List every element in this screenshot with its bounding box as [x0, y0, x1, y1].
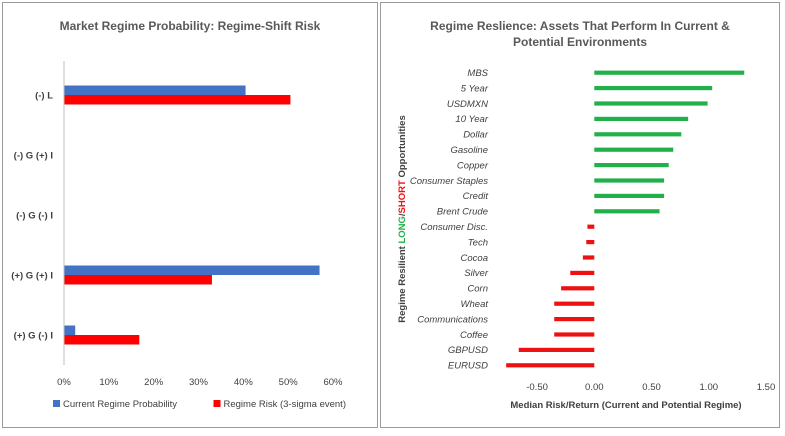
category-label-corn: Corn [467, 284, 488, 295]
bar-credit [594, 193, 665, 198]
x-tick-label: 20% [144, 377, 164, 388]
category-label-mbs: MBS [467, 68, 488, 79]
y-axis-title-part: Regime Resilient [397, 244, 408, 323]
bar-communications [554, 317, 595, 322]
category-label-credit: Credit [463, 191, 489, 202]
y-axis-title-part: SHORT [397, 180, 408, 213]
current-probability-bar-g-i [64, 265, 320, 275]
category-label-g-i: (+) G (+) I [11, 271, 53, 282]
category-label-g-i: (-) G (-) I [16, 211, 53, 222]
regime-probability-chart: Market Regime Probability: Regime-Shift … [11, 19, 346, 410]
bar-coffee [554, 332, 595, 337]
category-label-dollar: Dollar [463, 130, 489, 141]
chart-title-line: Regime Reslience: Assets That Perform In… [430, 19, 730, 33]
y-axis-title-part: LONG [397, 216, 408, 243]
right-chart-panel: Regime Reslience: Assets That Perform In… [380, 2, 780, 428]
legend-label-regime-risk-3-sigma-event: Regime Risk (3-sigma event) [224, 399, 346, 410]
bar-10-year [594, 116, 689, 121]
regime-risk-bar-l [64, 95, 291, 105]
regime-risk-bar-g-i [64, 335, 140, 345]
category-label-l: (-) L [35, 91, 53, 102]
x-tick-label: -0.50 [526, 382, 548, 393]
regime-resilience-chart: Regime Reslience: Assets That Perform In… [397, 19, 776, 411]
category-label-g-i: (-) G (+) I [14, 151, 53, 162]
bar-copper [594, 163, 669, 168]
category-label-gasoline: Gasoline [451, 145, 489, 156]
x-tick-label: 30% [189, 377, 209, 388]
x-axis-title: Median Risk/Return (Current and Potentia… [510, 400, 741, 411]
category-label-consumer-staples: Consumer Staples [410, 176, 488, 187]
category-label-wheat: Wheat [461, 299, 489, 310]
category-label-cocoa: Cocoa [461, 253, 488, 264]
current-probability-bar-g-i [64, 325, 76, 335]
left-chart-panel: Market Regime Probability: Regime-Shift … [2, 2, 378, 428]
bar-dollar [594, 132, 682, 137]
x-tick-label: 50% [279, 377, 299, 388]
bar-wheat [554, 301, 595, 306]
x-tick-label: 1.00 [700, 382, 719, 393]
bar-usdmxn [594, 101, 708, 106]
category-label-g-i: (+) G (-) I [14, 331, 53, 342]
x-tick-label: 10% [99, 377, 119, 388]
y-axis-title-part: / [397, 213, 408, 216]
category-label-silver: Silver [464, 268, 489, 279]
x-tick-label: 0.50 [642, 382, 661, 393]
legend-swatch-current-regime-probability [53, 400, 60, 407]
category-label-copper: Copper [457, 160, 489, 171]
x-tick-label: 0.00 [585, 382, 604, 393]
bar-consumer-disc [587, 224, 595, 229]
bar-gbpusd [518, 347, 595, 352]
y-axis-title: Regime Resilient LONG/SHORT Opportunitie… [397, 115, 408, 322]
bar-cocoa [582, 255, 595, 260]
current-probability-bar-l [64, 85, 246, 95]
x-tick-label: 1.50 [757, 382, 776, 393]
chart-title: Market Regime Probability: Regime-Shift … [60, 19, 321, 33]
bar-brent-crude [594, 209, 660, 214]
category-label-brent-crude: Brent Crude [437, 207, 488, 218]
chart-title-line: Potential Environments [513, 35, 647, 49]
x-tick-label: 40% [234, 377, 254, 388]
category-label-coffee: Coffee [460, 330, 488, 341]
bar-mbs [594, 70, 745, 75]
category-label-usdmxn: USDMXN [447, 99, 488, 110]
legend-swatch-regime-risk-3-sigma-event [213, 400, 221, 407]
category-label-eurusd: EURUSD [448, 361, 488, 372]
x-tick-label: 60% [323, 377, 343, 388]
category-label-consumer-disc: Consumer Disc. [420, 222, 488, 233]
category-label-gbpusd: GBPUSD [448, 345, 488, 356]
category-label-communications: Communications [417, 314, 488, 325]
category-label-10-year: 10 Year [455, 114, 488, 125]
bar-tech [586, 240, 595, 245]
bar-5-year [594, 86, 713, 91]
bar-corn [561, 286, 595, 291]
regime-risk-bar-g-i [64, 275, 212, 285]
bar-consumer-staples [594, 178, 665, 183]
legend-label-current-regime-probability: Current Regime Probability [63, 399, 177, 410]
x-tick-label: 0% [57, 377, 71, 388]
y-axis-title-part: Opportunities [397, 115, 408, 180]
category-label-5-year: 5 Year [461, 83, 489, 94]
category-label-tech: Tech [468, 237, 488, 248]
bar-silver [570, 270, 595, 275]
bar-gasoline [594, 147, 674, 152]
bar-eurusd [506, 363, 595, 368]
